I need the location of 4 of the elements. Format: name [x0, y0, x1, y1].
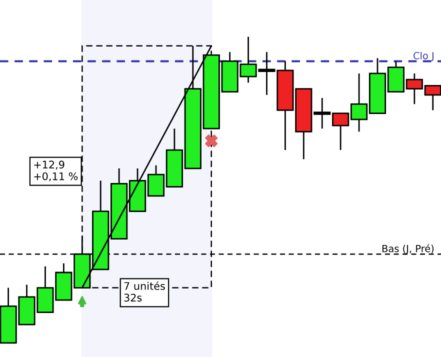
- ref-line-label: Clo J: [414, 52, 434, 62]
- annotation: +12,9 +0,11 %: [34, 160, 78, 182]
- annotation: 7 unités 32s: [124, 281, 165, 302]
- ref-line-label: Bas (J, Pré): [382, 244, 434, 254]
